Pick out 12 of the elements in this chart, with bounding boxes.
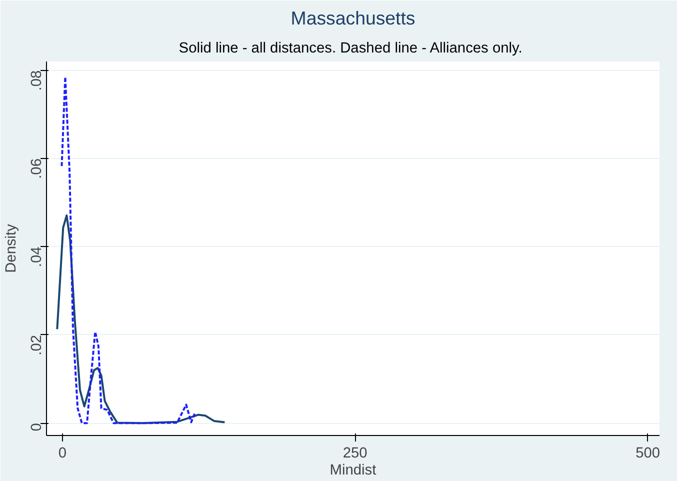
y-tick-label: .06: [29, 158, 45, 179]
x-tick-label: 500: [636, 446, 660, 462]
x-tick-label: 250: [342, 446, 368, 462]
chart-title: Massachusetts: [290, 8, 416, 28]
y-axis-title: Density: [4, 223, 20, 273]
y-tick-label: .02: [29, 334, 45, 356]
y-tick-label: .04: [29, 246, 45, 268]
y-tick-label: 0: [29, 423, 45, 432]
chart-subtitle: Solid line - all distances. Dashed line - Alliances only.: [178, 40, 522, 56]
x-tick-label: 0: [58, 446, 67, 462]
x-axis-title: Mindist: [330, 462, 376, 478]
y-tick-label: .08: [29, 70, 45, 91]
